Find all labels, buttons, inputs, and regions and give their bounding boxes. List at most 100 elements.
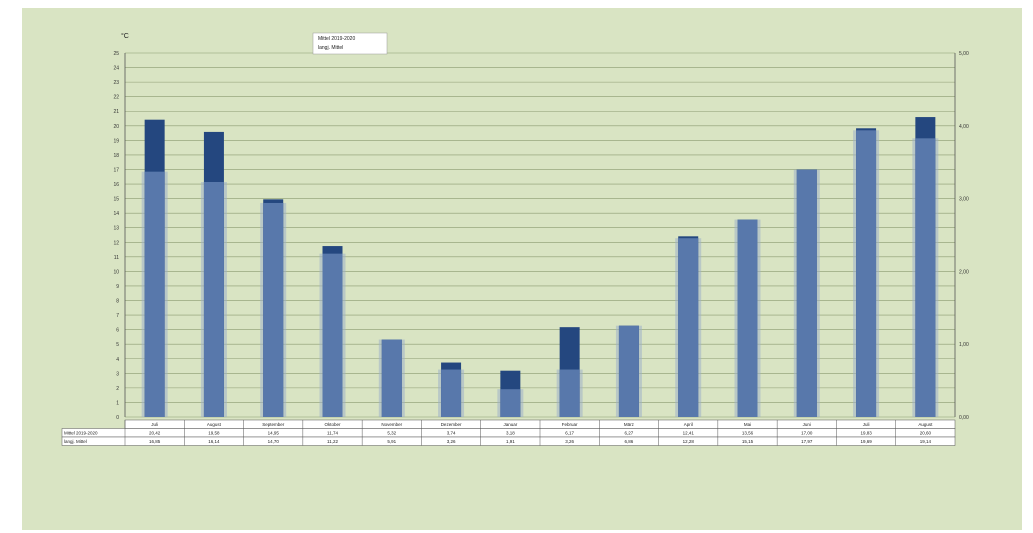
y2-tick-label: 4,00	[959, 124, 969, 130]
data-label: 5,32	[387, 431, 396, 436]
data-label: 14,70	[268, 439, 280, 444]
data-label: 12,28	[683, 439, 695, 444]
legend-box	[312, 32, 388, 55]
data-label: 20,60	[920, 431, 932, 436]
x-tick-label: Januar	[503, 422, 517, 427]
bar-langj-mittel	[144, 171, 165, 417]
x-tick-label: Mai	[744, 422, 751, 427]
x-tick-label: August	[207, 422, 222, 427]
y2-tick-label: 5,00	[959, 51, 969, 57]
y-tick-label: 14	[113, 211, 119, 217]
legend-item-1: Mittel 2019-2020	[318, 36, 355, 42]
data-label: 16,14	[208, 439, 220, 444]
bar-langj-mittel	[618, 325, 639, 417]
y-axis-ticks: 0123456789101112131415161718192021222324…	[113, 51, 119, 421]
y-tick-label: 25	[113, 51, 119, 57]
table-row-label: langj. Mittel	[64, 439, 87, 444]
y-tick-label: 22	[113, 95, 119, 101]
bar-langj-mittel	[500, 389, 521, 417]
x-tick-label: Dezember	[441, 422, 462, 427]
x-tick-label: August	[918, 422, 933, 427]
y-tick-label: 11	[114, 255, 119, 261]
bar-langj-mittel	[559, 369, 580, 417]
y-tick-label: 16	[113, 182, 119, 188]
data-label: 6,86	[625, 439, 634, 444]
y-tick-label: 2	[116, 386, 119, 392]
data-label: 3,26	[565, 439, 574, 444]
data-label: 19,69	[860, 439, 872, 444]
data-label: 14,95	[268, 431, 280, 436]
data-label: 3,74	[447, 431, 456, 436]
y-tick-label: 15	[113, 197, 119, 203]
data-label: 20,42	[149, 431, 161, 436]
data-label: 6,17	[565, 431, 574, 436]
data-label: 5,91	[387, 439, 396, 444]
x-tick-label: März	[624, 422, 635, 427]
y-tick-label: 23	[113, 80, 119, 86]
data-label: 19,83	[860, 431, 872, 436]
y2-tick-label: 1,00	[959, 342, 969, 348]
data-label: 3,26	[447, 439, 456, 444]
x-tick-label: Juni	[803, 422, 811, 427]
table-row	[61, 436, 956, 446]
data-label: 15,15	[742, 439, 754, 444]
bar-langj-mittel	[856, 130, 877, 417]
y-tick-label: 0	[116, 415, 119, 421]
y-tick-label: 1	[116, 400, 119, 406]
x-tick-label: Juli	[863, 422, 870, 427]
y2-tick-label: 3,00	[959, 197, 969, 203]
y-tick-label: 19	[113, 138, 119, 144]
y-tick-label: 6	[116, 328, 119, 334]
data-label: 11,74	[327, 431, 338, 436]
y-tick-label: 3	[116, 371, 119, 377]
y-tick-label: 7	[116, 313, 119, 319]
y-tick-label: 8	[116, 299, 119, 305]
y-axis-unit: °C	[121, 32, 129, 40]
data-label: 11,22	[327, 439, 338, 444]
x-tick-label: Oktober	[324, 422, 341, 427]
x-tick-label: Juli	[151, 422, 158, 427]
y2-axis-ticks: 0,00 1,00 2,00 3,00 4,00 5,00	[959, 51, 969, 421]
x-tick-label: September	[262, 422, 285, 427]
y-tick-label: 10	[113, 269, 119, 275]
gridlines	[124, 52, 956, 418]
bar-langj-mittel	[381, 339, 402, 417]
y2-tick-label: 2,00	[959, 269, 969, 275]
table-row-label: Mittel 2019-2020	[64, 431, 98, 436]
y-tick-label: 21	[113, 109, 119, 115]
y2-tick-label: 0,00	[959, 415, 969, 421]
bar-langj-mittel	[263, 202, 284, 417]
bar-langj-mittel	[203, 182, 224, 417]
data-label: 12,41	[683, 431, 695, 436]
data-label: 6,27	[625, 431, 634, 436]
x-tick-label: Februar	[562, 422, 578, 427]
data-label: 19,58	[208, 431, 220, 436]
data-label: 17,97	[801, 439, 813, 444]
data-label: 19,14	[920, 439, 932, 444]
y-tick-label: 17	[113, 167, 119, 173]
data-label: 16,85	[149, 439, 161, 444]
bar-langj-mittel	[322, 253, 343, 417]
x-tick-label: November	[381, 422, 402, 427]
bar-langj-mittel	[737, 219, 758, 417]
y-tick-label: 4	[116, 357, 119, 363]
bar-langj-mittel	[678, 238, 699, 417]
y-tick-label: 12	[113, 240, 119, 246]
legend: Mittel 2019-2020 langj. Mittel	[312, 32, 388, 55]
bar-langj-mittel	[796, 169, 817, 417]
y-tick-label: 9	[116, 284, 119, 290]
y-tick-label: 13	[113, 226, 119, 232]
data-label: 1,91	[506, 439, 515, 444]
y-tick-label: 24	[113, 66, 119, 72]
data-label: 13,56	[742, 431, 754, 436]
y-tick-label: 20	[113, 124, 119, 130]
x-tick-label: April	[684, 422, 693, 427]
data-label: 17,00	[801, 431, 813, 436]
data-table: Juli August September Oktober November Dezemb…	[61, 419, 956, 446]
data-label: 3,18	[506, 431, 515, 436]
y-tick-label: 18	[113, 153, 119, 159]
y-tick-label: 5	[116, 342, 119, 348]
bars	[141, 117, 939, 418]
legend-item-2: langj. Mittel	[318, 45, 343, 51]
